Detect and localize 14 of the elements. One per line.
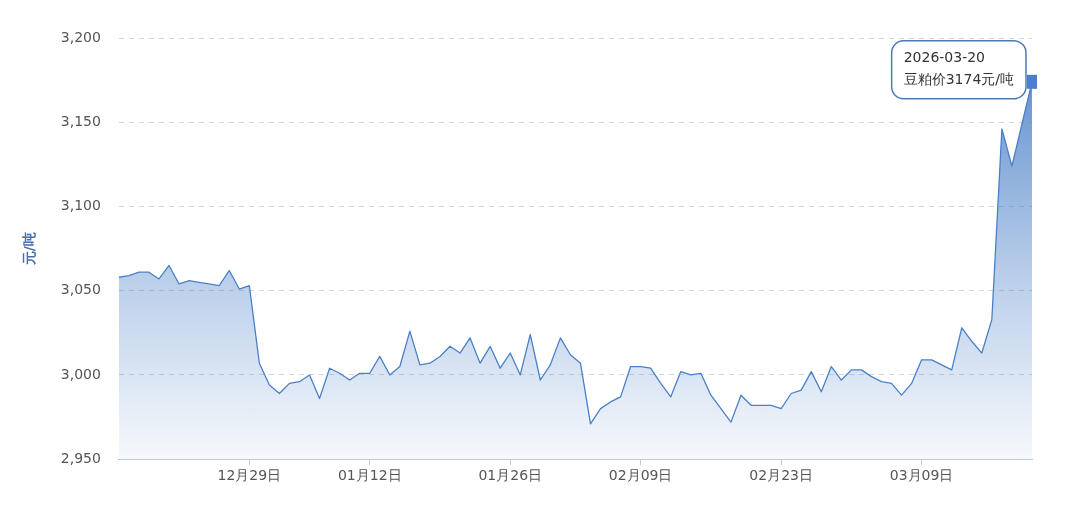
x-tick-label: 02月23日 bbox=[749, 467, 813, 484]
x-tick-label: 01月12日 bbox=[337, 467, 402, 484]
annotation: 2026-03-20 豆粕价3174元/吨 bbox=[903, 49, 1015, 88]
y-tick-label: 3,200 bbox=[60, 28, 101, 45]
x-tick-label: 03月09日 bbox=[889, 467, 954, 484]
y-axis-title: 元/吨 bbox=[21, 232, 38, 267]
x-tick-label: 02月09日 bbox=[608, 467, 673, 484]
x-tick-label: 12月29日 bbox=[217, 467, 282, 484]
y-tick-label: 3,150 bbox=[60, 112, 101, 129]
y-tick-label: 3,050 bbox=[60, 281, 101, 298]
y-tick-label: 3,100 bbox=[60, 197, 101, 214]
y-tick-label: 3,000 bbox=[60, 365, 101, 382]
y-tick-label: 2,950 bbox=[60, 449, 101, 466]
x-tick-label: 01月26日 bbox=[478, 467, 543, 484]
